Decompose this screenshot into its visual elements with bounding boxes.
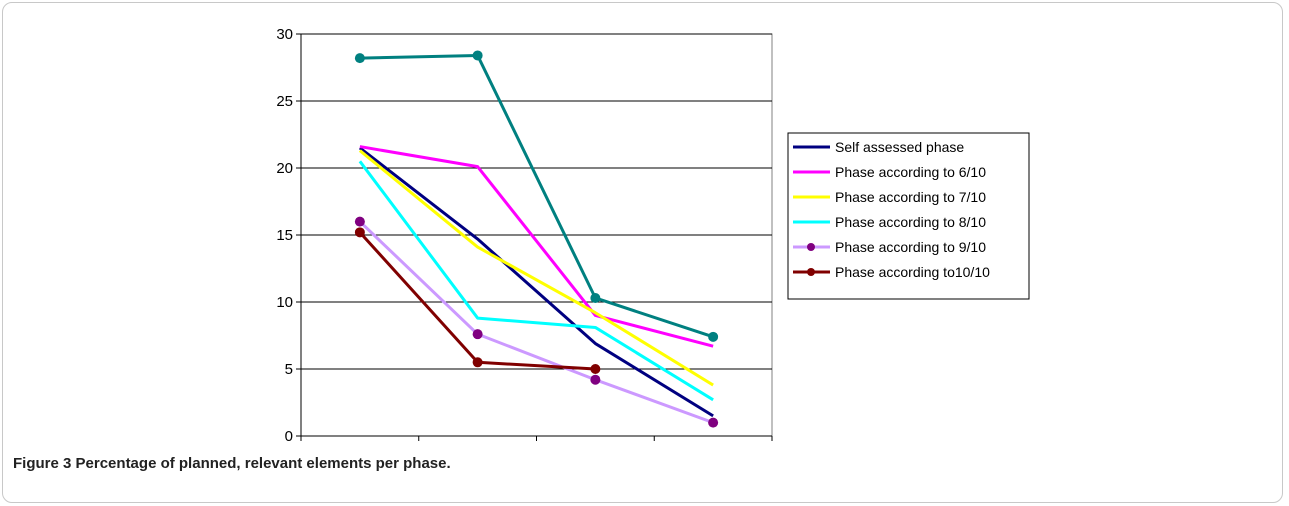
figure-label: Figure 3	[13, 455, 72, 472]
figure-caption: Figure 3 Percentage of planned, relevant…	[13, 455, 451, 472]
series-2-line	[359, 145, 714, 348]
y-tick-label: 15	[276, 227, 293, 244]
x-tick-label: 2	[473, 448, 481, 450]
line-chart: 0 5 10 15 20 25 30 1 2 3 4 Self assessed phase Phas…	[276, 26, 1030, 450]
series-7-point	[708, 331, 719, 342]
x-tick-label: 3	[591, 448, 599, 450]
y-tick-label: 25	[276, 93, 293, 110]
series-4-line	[358, 160, 714, 402]
series-7-point	[354, 53, 365, 64]
legend-label: Phase according to 8/10	[835, 214, 986, 230]
y-tick-label: 10	[276, 294, 293, 311]
legend-marker	[807, 243, 815, 251]
series-7-point	[472, 50, 483, 61]
series-5-point	[590, 374, 601, 385]
y-tick-label: 20	[276, 160, 293, 177]
series-5-point	[472, 329, 483, 340]
series-3-line	[358, 149, 714, 387]
legend-label: Phase according to 7/10	[835, 189, 986, 205]
x-tick-label: 4	[709, 448, 717, 450]
series-1-line	[358, 146, 714, 418]
y-tick-label: 30	[276, 26, 293, 43]
legend-label: Phase according to10/10	[835, 264, 990, 280]
legend-label: Phase according to 9/10	[835, 239, 986, 255]
series-6-line	[358, 231, 596, 371]
series-5-point	[708, 417, 719, 428]
x-tick-label: 1	[356, 448, 364, 450]
legend-label: Self assessed phase	[835, 139, 964, 155]
series-7-line	[359, 53, 714, 339]
figure-caption-text: Percentage of planned, relevant elements…	[75, 455, 451, 472]
legend-marker	[807, 268, 815, 276]
series-6-point	[354, 227, 365, 238]
series-5-line	[358, 220, 714, 425]
legend-label: Phase according to 6/10	[835, 164, 986, 180]
series-6-point	[472, 357, 483, 368]
series-7-point	[590, 292, 601, 303]
series-6-point	[590, 364, 601, 374]
y-tick-label: 5	[285, 361, 293, 378]
series-5-point	[354, 216, 365, 227]
y-tick-label: 0	[285, 428, 293, 445]
